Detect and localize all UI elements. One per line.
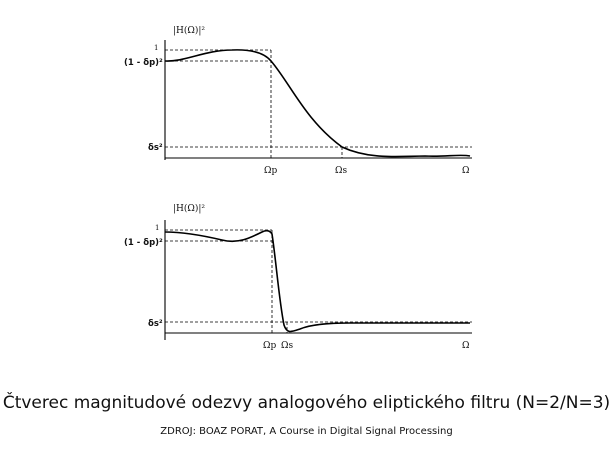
top-plot: |H(Ω)|² 1 (1 - δp)² δs² Ωp Ωs Ω (124, 25, 472, 176)
top-one-label: 1 (154, 44, 158, 52)
bottom-ylabel: |H(Ω)|² (173, 203, 205, 214)
bottom-x-stop-label: Ωs (281, 341, 293, 351)
figure-source: ZDROJ: BOAZ PORAT, A Course in Digital S… (160, 426, 453, 437)
bottom-stopband-label: δs² (148, 319, 163, 329)
top-ylabel: |H(Ω)|² (173, 25, 205, 36)
bottom-response-curve (164, 229, 470, 333)
bottom-plot: |H(Ω)|² 1 (1 - δp)² δs² Ωp Ωs Ω (124, 203, 472, 351)
bottom-passband-label: (1 - δp)² (124, 238, 163, 248)
figure-caption: Čtverec magnitudové odezvy analogového e… (2, 393, 611, 413)
top-stopband-label: δs² (148, 143, 163, 153)
top-response-curve (164, 49, 471, 158)
filter-response-figure: |H(Ω)|² 1 (1 - δp)² δs² Ωp Ωs Ω |H(Ω)|² … (124, 25, 472, 351)
top-x-axis-label: Ω (462, 166, 469, 176)
top-x-pass-label: Ωp (264, 166, 277, 176)
bottom-x-pass-label: Ωp (263, 341, 276, 351)
top-passband-label: (1 - δp)² (124, 58, 163, 68)
bottom-x-axis-label: Ω (462, 341, 469, 351)
top-x-stop-label: Ωs (335, 166, 347, 176)
bottom-one-label: 1 (155, 224, 159, 232)
